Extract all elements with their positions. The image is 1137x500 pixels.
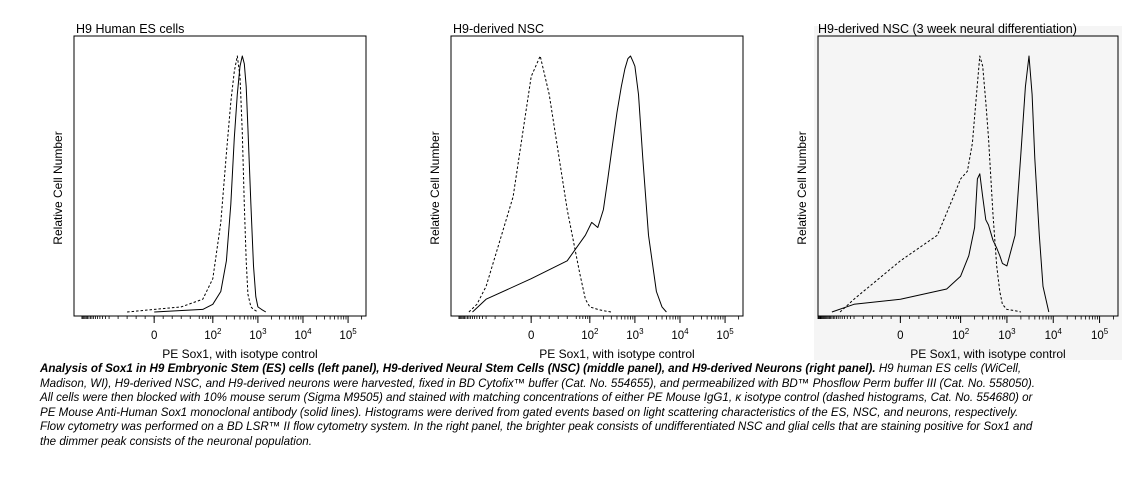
panel-background bbox=[447, 26, 747, 360]
sox1-histogram bbox=[472, 55, 667, 313]
y-axis-label: Relative Cell Number bbox=[51, 131, 65, 244]
x-tick-label: 0 bbox=[897, 330, 903, 342]
x-tick-exponent: 4 bbox=[1057, 327, 1062, 336]
isotype-control-histogram bbox=[468, 55, 612, 313]
x-tick-exponent: 3 bbox=[1011, 327, 1016, 336]
plot-frame bbox=[450, 35, 744, 317]
x-axis-label: PE Sox1, with isotype control bbox=[162, 347, 317, 360]
x-tick-exponent: 5 bbox=[352, 327, 357, 336]
sox1-histogram bbox=[831, 55, 1050, 313]
panel-title: H9-derived NSC bbox=[453, 22, 544, 36]
x-tick-exponent: 3 bbox=[262, 327, 267, 336]
x-tick-exponent: 5 bbox=[1104, 327, 1109, 336]
x-tick-exponent: 3 bbox=[639, 327, 644, 336]
caption-body: H9 human ES cells (WiCell, Madison, WI),… bbox=[40, 362, 1035, 448]
histogram-figure: H9 Human ES cells Relative Cell Number PE … bbox=[51, 22, 1122, 360]
x-axis-label: PE Sox1, with isotype control bbox=[910, 347, 1065, 360]
x-tick-exponent: 4 bbox=[684, 327, 689, 336]
x-tick-label: 0 bbox=[151, 330, 157, 342]
panel-3: H9-derived NSC (3 week neural differenti… bbox=[795, 22, 1122, 360]
x-tick-exponent: 2 bbox=[594, 327, 599, 336]
panel-2: H9-derived NSC Relative Cell Number PE Sox… bbox=[428, 22, 747, 360]
panel-title: H9 Human ES cells bbox=[76, 22, 184, 36]
panel-background bbox=[814, 26, 1122, 360]
plot-frame bbox=[73, 35, 367, 317]
panel-title: H9-derived NSC (3 week neural differenti… bbox=[818, 22, 1077, 36]
isotype-control-histogram bbox=[839, 55, 1022, 313]
x-tick-exponent: 2 bbox=[965, 327, 970, 336]
x-tick-exponent: 4 bbox=[307, 327, 312, 336]
x-tick-exponent: 2 bbox=[217, 327, 222, 336]
x-axis-label: PE Sox1, with isotype control bbox=[539, 347, 694, 360]
x-tick-exponent: 5 bbox=[729, 327, 734, 336]
x-tick-label: 0 bbox=[528, 330, 534, 342]
y-axis-label: Relative Cell Number bbox=[428, 131, 442, 244]
isotype-control-histogram bbox=[127, 55, 259, 313]
y-axis-label: Relative Cell Number bbox=[795, 131, 809, 244]
panel-background bbox=[70, 26, 370, 360]
panel-1: H9 Human ES cells Relative Cell Number PE … bbox=[51, 22, 370, 360]
figure-caption: Analysis of Sox1 in H9 Embryonic Stem (E… bbox=[40, 362, 1040, 450]
plot-frame bbox=[817, 35, 1119, 317]
sox1-histogram bbox=[154, 55, 267, 313]
caption-bold: Analysis of Sox1 in H9 Embryonic Stem (E… bbox=[40, 362, 876, 375]
